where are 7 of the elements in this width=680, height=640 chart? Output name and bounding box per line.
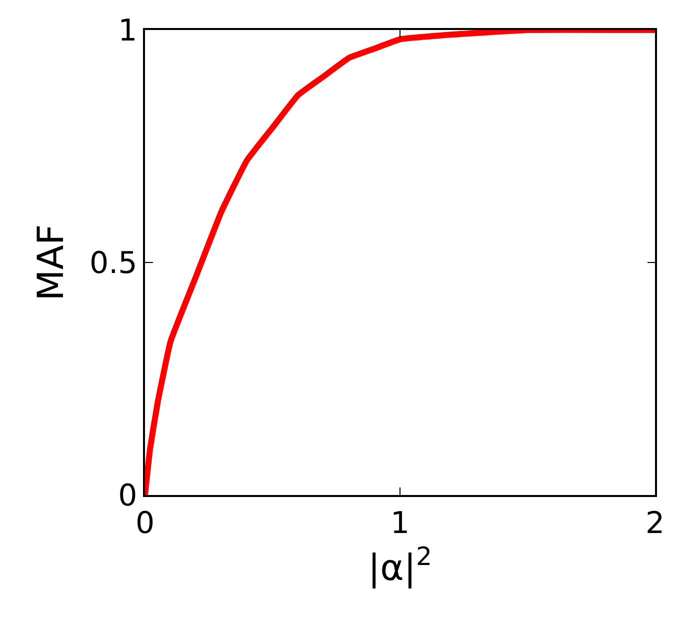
- y-tick-label: 1: [118, 14, 138, 48]
- x-axis-title: |α|$^{2}$: [368, 542, 432, 589]
- x-tick-label: 1: [390, 506, 410, 541]
- x-tick-label: 2: [645, 506, 665, 541]
- y-tick-label: 0: [118, 478, 138, 514]
- y-tick-label: 0.5: [90, 246, 138, 281]
- y-axis-title: MAF: [30, 224, 72, 301]
